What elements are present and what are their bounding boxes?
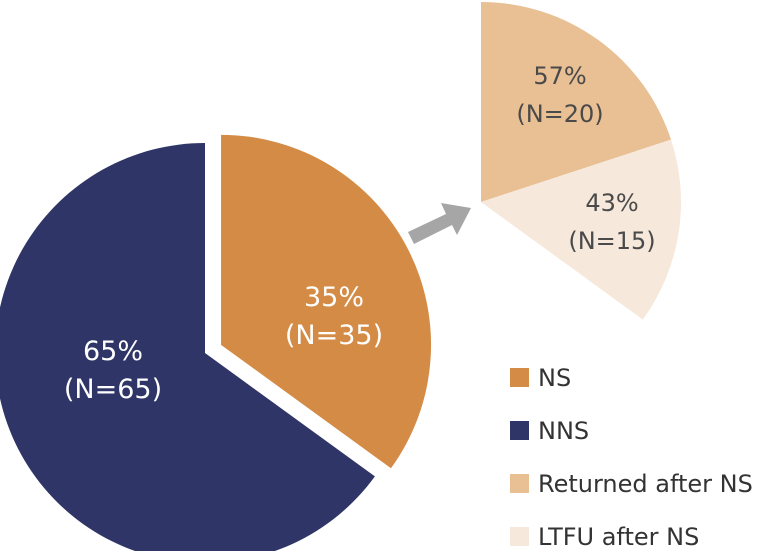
slice-ns: [221, 134, 432, 469]
legend-label: LTFU after NS: [538, 523, 699, 551]
label-returned-line: 57%: [533, 62, 586, 90]
label-returned: 57% (N=20): [516, 62, 603, 128]
legend-swatch: [510, 527, 529, 546]
slice-ltfu: [481, 139, 681, 320]
arrow-icon: [408, 203, 471, 244]
label-nns-line: (N=65): [64, 374, 162, 405]
label-ns-line: (N=35): [285, 320, 383, 351]
label-ltfu-line: 43%: [585, 189, 638, 217]
legend-swatch: [510, 421, 529, 440]
slice-returned: [481, 2, 672, 202]
label-nns: 65% (N=65): [64, 336, 162, 405]
label-returned-line: (N=20): [516, 100, 603, 128]
label-ns-line: 35%: [304, 282, 364, 313]
legend-label: NS: [538, 364, 571, 392]
label-nns-line: 65%: [83, 336, 143, 367]
label-ltfu-line: (N=15): [568, 227, 655, 255]
label-ns: 35% (N=35): [285, 282, 383, 351]
label-ltfu: 43% (N=15): [568, 189, 655, 255]
legend-label: NNS: [538, 417, 589, 445]
legend-swatch: [510, 368, 529, 387]
legend: NS NNS Returned after NS LTFU after NS: [510, 364, 753, 551]
legend-label: Returned after NS: [538, 470, 753, 498]
main-pie: 65% (N=65) 35% (N=35): [0, 134, 432, 551]
slice-nns: [0, 143, 375, 551]
legend-swatch: [510, 474, 529, 493]
sub-pie: 57% (N=20) 43% (N=15): [481, 2, 681, 320]
